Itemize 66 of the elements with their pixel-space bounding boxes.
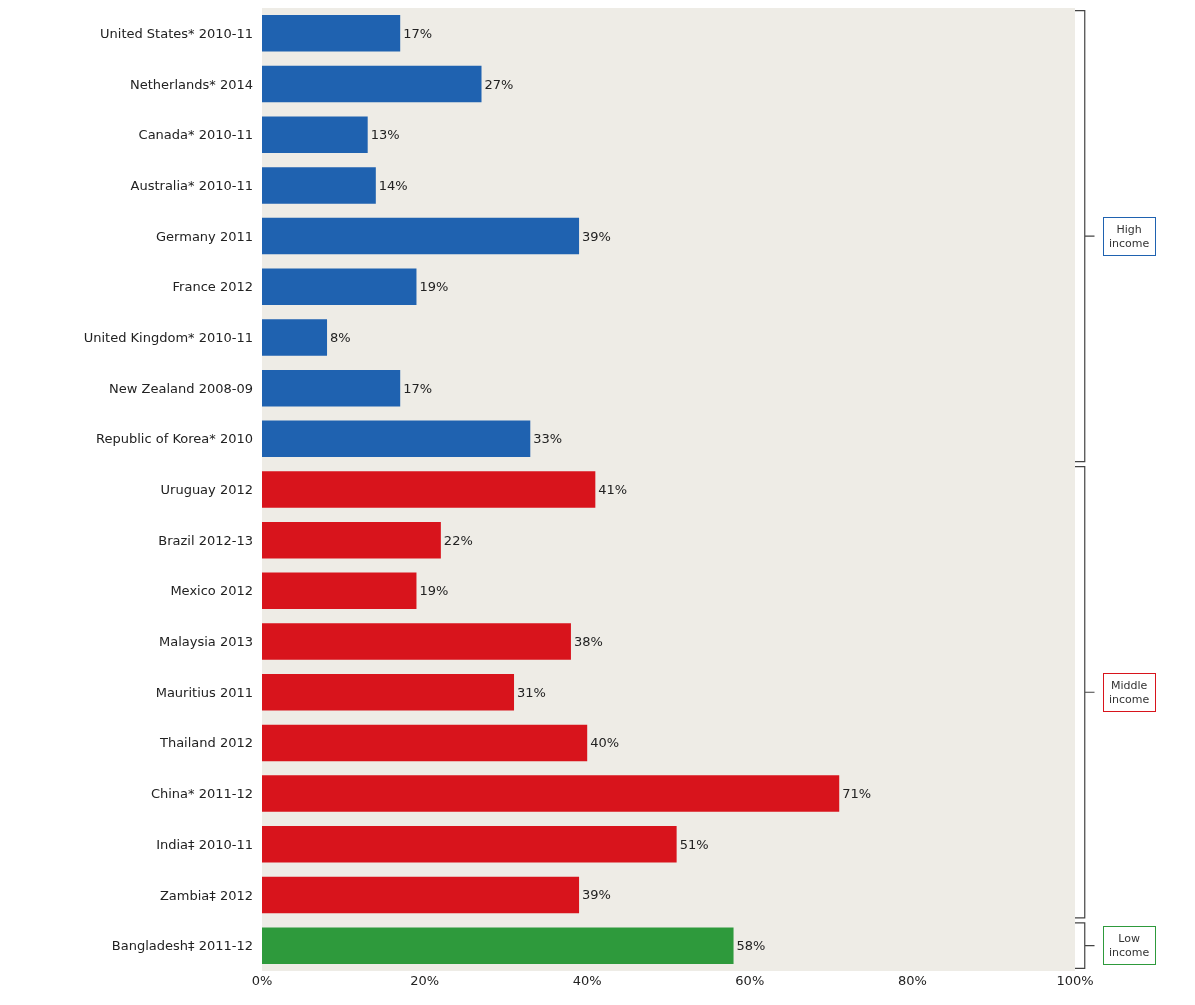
text: High income — [1109, 223, 1150, 251]
x-tick-label: 40% — [572, 973, 602, 988]
y-tick-label: United Kingdom* 2010-11 — [83, 330, 253, 345]
bar — [262, 217, 580, 255]
bar — [262, 876, 580, 914]
bar — [262, 116, 368, 153]
bar — [262, 420, 531, 458]
y-tick-label: Australia* 2010-11 — [130, 177, 253, 193]
data-label: 39% — [582, 228, 611, 244]
y-tick-label: China* 2011-12 — [150, 786, 253, 802]
y-tick-label: New Zealand 2008-09 — [109, 380, 253, 396]
bar — [262, 268, 417, 306]
y-tick-label: Canada* 2010-11 — [138, 127, 253, 143]
bar — [262, 167, 376, 204]
bar — [262, 521, 441, 559]
bar — [262, 369, 401, 407]
data-label: 19% — [419, 279, 449, 295]
bar — [262, 724, 588, 762]
bar — [262, 65, 482, 103]
bar — [262, 15, 401, 52]
data-label: 51% — [679, 836, 709, 852]
data-label: 27% — [484, 76, 514, 92]
data-label: 71% — [842, 786, 872, 802]
y-tick-label: India‡ 2010-11 — [156, 836, 253, 852]
y-tick-label: Germany 2011 — [156, 228, 253, 244]
y-tick-label: Zambia‡ 2012 — [159, 887, 253, 903]
bar — [262, 319, 328, 356]
data-label: 13% — [370, 127, 400, 143]
y-tick-label: Mauritius 2011 — [155, 684, 253, 700]
y-tick-label: Uruguay 2012 — [160, 482, 253, 498]
data-label: 17% — [403, 380, 433, 396]
y-tick-label: Malaysia 2013 — [158, 634, 253, 650]
data-label: 22% — [443, 532, 473, 548]
bar — [262, 572, 417, 610]
x-tick-label: 60% — [735, 973, 765, 988]
data-label: 58% — [736, 938, 766, 954]
bar — [262, 623, 571, 660]
y-tick-label: Mexico 2012 — [170, 583, 253, 599]
data-label: 14% — [378, 177, 408, 193]
text: Middle income — [1109, 679, 1150, 707]
bar — [262, 775, 840, 812]
data-label: 38% — [573, 634, 603, 650]
y-tick-label: United States* 2010-11 — [100, 25, 253, 41]
x-tick-label: 20% — [410, 973, 440, 988]
data-label: 19% — [419, 583, 449, 599]
bar — [262, 471, 596, 508]
y-tick-label: Netherlands* 2014 — [130, 76, 253, 92]
data-label: 39% — [582, 887, 611, 903]
data-label: 17% — [403, 25, 433, 41]
text: Low income — [1109, 932, 1150, 960]
x-tick-label: 100% — [1056, 973, 1094, 988]
bar — [262, 673, 515, 711]
data-label: 31% — [517, 684, 546, 700]
data-label: 8% — [330, 329, 351, 345]
x-tick-label: 80% — [897, 973, 927, 988]
data-label: 40% — [590, 735, 620, 751]
x-tick-label: 0% — [251, 973, 273, 988]
bar — [262, 826, 677, 863]
y-tick-label: Bangladesh‡ 2011-12 — [111, 938, 253, 954]
bar — [262, 927, 734, 964]
y-tick-label: Republic of Korea* 2010 — [96, 431, 253, 447]
y-tick-label: Brazil 2012-13 — [158, 532, 253, 548]
data-label: 33% — [533, 431, 563, 447]
y-tick-label: France 2012 — [172, 279, 253, 295]
data-label: 41% — [598, 482, 628, 497]
y-tick-label: Thailand 2012 — [158, 735, 253, 751]
